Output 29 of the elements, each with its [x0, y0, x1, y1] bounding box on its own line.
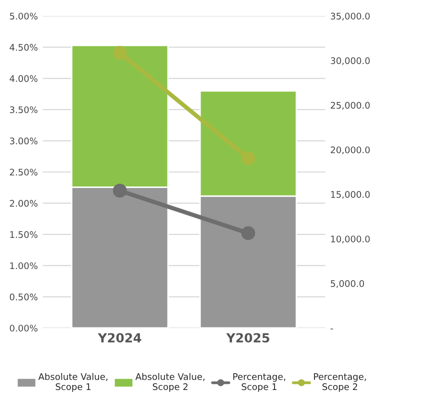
y-tick-label: 1.50%	[10, 231, 38, 238]
y2-tick-label: 20,000.0	[330, 146, 370, 154]
y-tick-label: 4.00%	[10, 75, 38, 82]
legend-label: Percentage, Scope 1	[233, 373, 286, 392]
y-tick-label: 1.00%	[10, 262, 38, 270]
legend-label: Absolute Value, Scope 1	[38, 373, 108, 392]
y-tick-label: 2.50%	[10, 168, 38, 176]
point	[112, 184, 127, 198]
legend-label: Absolute Value, Scope 2	[135, 373, 204, 392]
legend-label: Percentage, Scope 2	[314, 373, 366, 392]
y-tick-label: 2.00%	[10, 200, 38, 207]
y-tick-label: 4.50%	[10, 44, 38, 51]
y2-tick-label: 25,000.0	[330, 102, 370, 110]
y2-tick-label: 5,000.0	[330, 280, 364, 288]
y-tick-label: 3.00%	[10, 138, 38, 144]
x-tick-label: Y2025	[226, 333, 270, 343]
y2-tick-label: 35,000.0	[330, 12, 370, 20]
y-tick-label: 3.50%	[10, 106, 38, 114]
point	[241, 151, 256, 166]
y2-tick-label: -	[330, 328, 333, 330]
y2-tick-label: 30,000.0	[330, 57, 370, 66]
y-tick-label: 0.00%	[10, 324, 38, 332]
y2-tick-label: 15,000.0	[331, 191, 370, 199]
y2-tick-label: 10,000.0	[331, 236, 370, 244]
point	[112, 46, 127, 60]
y-tick-label: 0.50%	[10, 294, 38, 300]
x-tick-label: Y2024	[98, 333, 142, 343]
point	[241, 226, 256, 240]
y-tick-label: 5.00%	[10, 12, 38, 20]
